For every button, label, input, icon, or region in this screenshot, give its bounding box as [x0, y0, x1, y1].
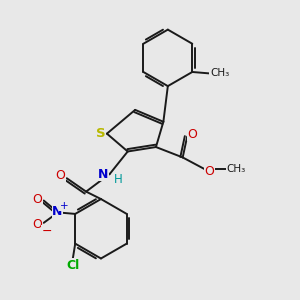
Text: −: −: [41, 225, 52, 238]
Text: N: N: [52, 205, 63, 218]
Text: +: +: [60, 201, 68, 211]
Text: S: S: [96, 127, 105, 140]
Text: CH₃: CH₃: [210, 68, 229, 79]
Text: N: N: [98, 168, 109, 181]
Text: O: O: [32, 193, 42, 206]
Text: O: O: [55, 169, 65, 182]
Text: O: O: [188, 128, 197, 141]
Text: Cl: Cl: [66, 259, 80, 272]
Text: O: O: [32, 218, 42, 231]
Text: CH₃: CH₃: [226, 164, 246, 174]
Text: H: H: [114, 172, 123, 186]
Text: O: O: [205, 165, 214, 178]
